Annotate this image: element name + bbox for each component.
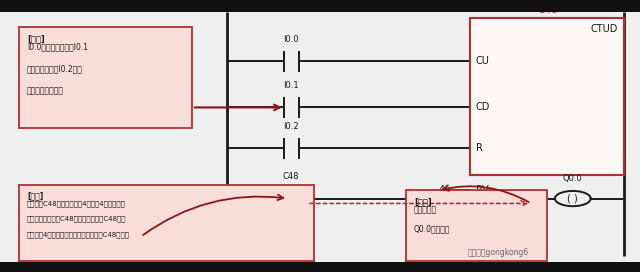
Text: 动作，其常开触点C48闭合；当计数器C48向下: 动作，其常开触点C48闭合；当计数器C48向下 <box>27 216 126 222</box>
Text: CD: CD <box>476 103 490 112</box>
Text: I0.1: I0.1 <box>284 81 299 90</box>
Text: ( ): ( ) <box>568 194 578 203</box>
Text: CU: CU <box>476 56 490 66</box>
Text: [说明]: [说明] <box>27 34 45 43</box>
Bar <box>19 185 314 261</box>
Text: 4: 4 <box>438 186 445 195</box>
Text: 输出继电器: 输出继电器 <box>414 205 437 214</box>
Text: R: R <box>476 143 483 153</box>
Text: 微信号：gongkong6: 微信号：gongkong6 <box>467 248 529 257</box>
Bar <box>0 262 640 272</box>
Text: I0.0控制向上计数；I0.1: I0.0控制向上计数；I0.1 <box>27 42 88 51</box>
Bar <box>19 27 192 128</box>
Text: 计数小于4时，计数器动作，其常开触点C48闭合。: 计数小于4时，计数器动作，其常开触点C48闭合。 <box>27 231 130 238</box>
Bar <box>470 18 624 175</box>
Text: CTUD: CTUD <box>590 24 618 35</box>
Bar <box>0 0 640 12</box>
Text: 控制向下计数；I0.2为复: 控制向下计数；I0.2为复 <box>27 64 83 73</box>
Text: Q0.0: Q0.0 <box>563 174 582 183</box>
Text: C48: C48 <box>537 5 557 15</box>
Text: C48: C48 <box>283 172 300 181</box>
Text: [说明]: [说明] <box>27 192 43 201</box>
Text: Q0.0线圈得电: Q0.0线圈得电 <box>414 224 451 233</box>
Text: 当计数器C48向上计数到剂4或大于4时，计数器: 当计数器C48向上计数到剂4或大于4时，计数器 <box>27 200 125 206</box>
Bar <box>406 190 547 261</box>
Text: I0.0: I0.0 <box>284 35 299 44</box>
Text: I0.2: I0.2 <box>284 122 299 131</box>
Text: PV: PV <box>476 186 488 195</box>
Text: [说明]: [说明] <box>414 197 432 206</box>
Text: 位端，重设当前値: 位端，重设当前値 <box>27 86 64 95</box>
